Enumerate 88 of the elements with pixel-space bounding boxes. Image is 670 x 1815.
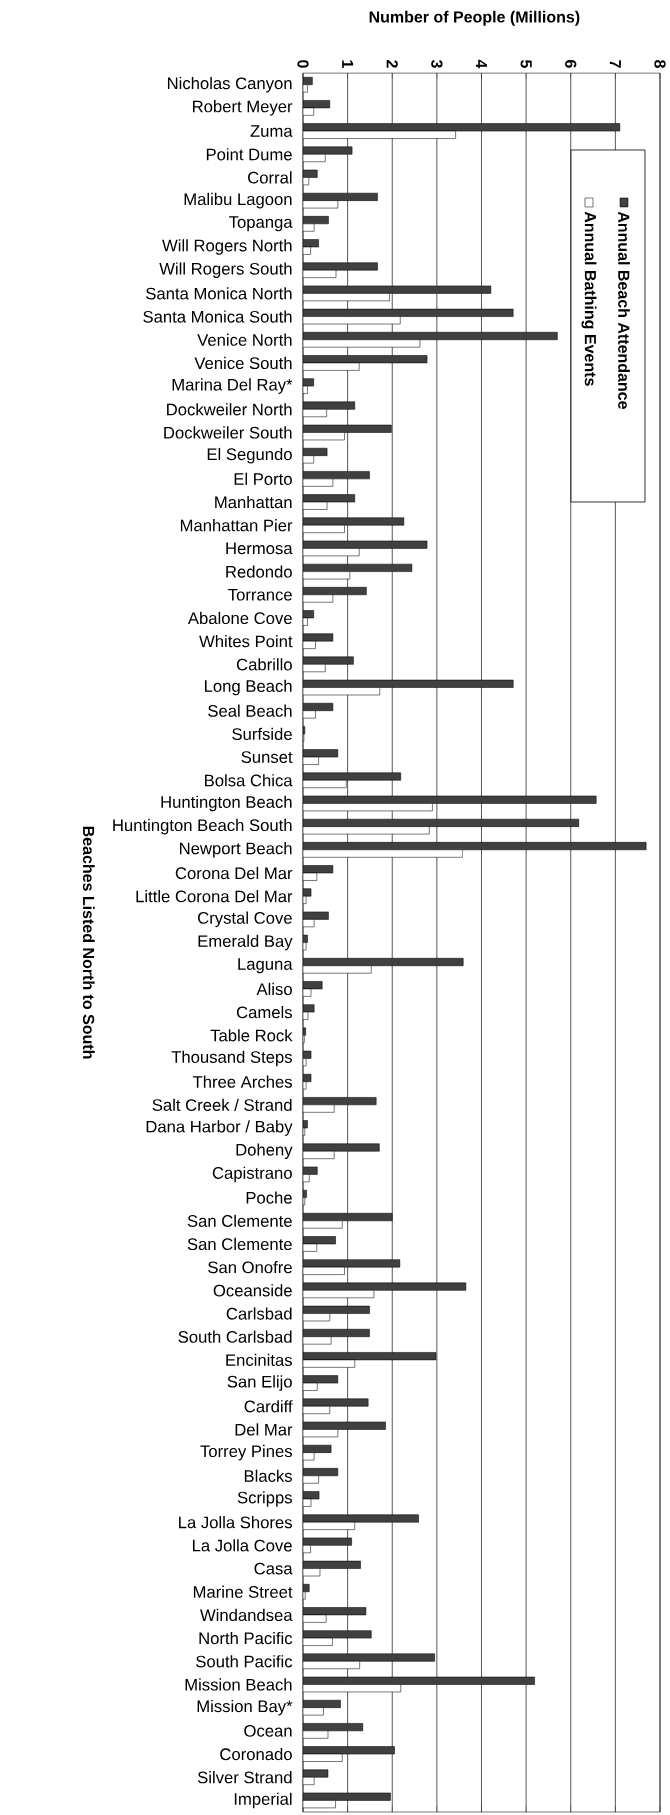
y-tick-label: Santa Monica South [143, 310, 292, 323]
y-tick-label: Scripps [237, 1491, 292, 1507]
y-tick-label: La Jolla Shores [179, 1516, 292, 1529]
y-tick-label: Cabrillo [236, 658, 292, 671]
y-tick-label: Huntington Beach South [113, 818, 292, 835]
y-tick-label: Venice North [197, 333, 292, 346]
x-tick-label: 4 [475, 59, 487, 69]
y-tick-label: Marina Del Ray* [172, 378, 293, 394]
y-tick-label: Newport Beach [180, 842, 292, 858]
y-tick-label: Little Corona Del Mar [136, 890, 293, 903]
y-tick-label: Encinitas [226, 1353, 292, 1367]
y-tick-label: Marine Street [193, 1585, 293, 1598]
y-tick-label: Salt Creek / Strand [152, 1098, 292, 1111]
y-tick-label: Ocean [244, 1724, 292, 1737]
y-tick-label: Thousand Steps [171, 1050, 292, 1067]
y-tick-label: Camels [236, 1005, 292, 1019]
y-tick-label: Bolsa Chica [205, 774, 293, 787]
y-tick-label: Redondo [226, 565, 292, 578]
y-tick-label: Zuma [250, 125, 293, 137]
y-tick-label: Laguna [238, 958, 293, 974]
y-tick-label: San Elijo [227, 1375, 292, 1391]
y-tick-label: San Clemente [187, 1214, 292, 1227]
y-tick-label: Whites Point [199, 635, 293, 648]
y-tick-label: Robert Meyer [192, 100, 293, 116]
x-tick-label: 7 [609, 60, 621, 68]
y-axis-title: Beaches Listed North to South [82, 826, 95, 1059]
y-tick-label: Crystal Cove [198, 911, 292, 928]
y-tick-label: Torrey Pines [200, 1444, 292, 1461]
x-tick-label: 2 [386, 60, 398, 68]
y-tick-label: Corona Del Mar [175, 866, 293, 880]
y-tick-label: Surfside [232, 727, 292, 741]
y-tick-label: San Clemente [187, 1237, 292, 1251]
y-tick-label: Malibu Lagoon [184, 192, 292, 209]
y-tick-label: South Pacific [196, 1655, 293, 1668]
y-tick-label: Aliso [256, 982, 292, 996]
y-tick-label: El Porto [234, 472, 292, 485]
y-tick-label: Capistrano [212, 1166, 292, 1183]
x-axis-title: Number of People (Millions) [369, 10, 580, 26]
y-tick-label: Torrance [228, 588, 292, 601]
y-tick-label: Windandsea [200, 1608, 293, 1622]
y-tick-label: South Carlsbad [178, 1330, 292, 1343]
y-tick-label: Will Rogers North [162, 239, 292, 255]
x-tick-label: 5 [520, 60, 532, 68]
y-tick-label: Casa [254, 1562, 293, 1575]
y-tick-label: Dana Harbor / Baby [146, 1120, 293, 1136]
y-tick-label: Poche [246, 1191, 292, 1204]
y-tick-label: Seal Beach [208, 704, 292, 717]
y-tick-label: Carlsbad [226, 1307, 292, 1320]
x-tick-label: 3 [431, 59, 443, 68]
x-tick-label: 0 [297, 60, 309, 68]
y-tick-label: Del Mar [235, 1423, 293, 1436]
y-tick-label: North Pacific [199, 1631, 293, 1645]
legend-label: Annual Beach Attendance [618, 211, 630, 409]
y-tick-label: Blacks [244, 1469, 292, 1482]
y-tick-label: Imperial [234, 1792, 292, 1809]
y-tick-label: Coronado [220, 1747, 292, 1761]
y-tick-label: Dockweiler North [167, 403, 292, 416]
x-tick-label: 6 [565, 60, 577, 68]
y-tick-label: Huntington Beach [161, 795, 292, 812]
y-tick-label: Nicholas Canyon [167, 76, 292, 93]
y-tick-label: Silver Strand [197, 1771, 292, 1784]
y-tick-label: Mission Bay* [197, 1699, 293, 1716]
y-tick-label: Mission Beach [185, 1678, 292, 1691]
y-tick-label: Three Arches [192, 1075, 292, 1088]
y-tick-label: El Segundo [207, 447, 292, 464]
x-tick-label: 8 [654, 60, 666, 68]
y-tick-label: Emerald Bay [198, 934, 293, 951]
y-tick-label: Sunset [241, 751, 293, 763]
x-tick-label: 1 [342, 60, 354, 68]
y-tick-label: Doheny [236, 1143, 293, 1159]
y-tick-label: Cardiff [244, 1400, 293, 1413]
y-tick-label: Abalone Cove [187, 611, 292, 625]
y-tick-label: Dockweiler South [164, 426, 292, 439]
y-tick-label: Santa Monica North [146, 287, 292, 300]
y-tick-label: Table Rock [210, 1029, 293, 1042]
y-tick-label: Oceanside [213, 1284, 292, 1297]
y-tick-label: San Onofre [208, 1261, 292, 1274]
y-tick-label: Hermosa [226, 542, 293, 555]
y-tick-label: Point Dume [206, 148, 292, 161]
y-tick-label: Corral [248, 171, 292, 184]
y-tick-label: Manhattan Pier [180, 519, 293, 532]
y-tick-label: Venice South [194, 356, 292, 370]
y-tick-label: Topanga [229, 216, 293, 232]
y-tick-label: Will Rogers South [159, 262, 292, 278]
y-tick-label: La Jolla Cove [192, 1539, 292, 1552]
text: Annual Bathing Events [581, 211, 597, 386]
y-tick-label: Manhattan [215, 495, 292, 509]
y-tick-label: Long Beach [204, 679, 292, 696]
